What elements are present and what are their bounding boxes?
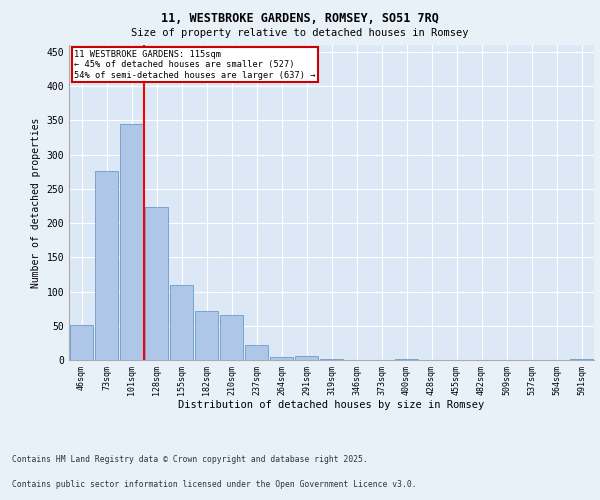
Text: Size of property relative to detached houses in Romsey: Size of property relative to detached ho…	[131, 28, 469, 38]
Bar	[570, 358, 593, 360]
Bar	[270, 356, 293, 360]
Bar	[70, 325, 93, 360]
Bar	[195, 310, 218, 360]
Bar	[120, 124, 143, 360]
Text: 11 WESTBROKE GARDENS: 115sqm
← 45% of detached houses are smaller (527)
54% of s: 11 WESTBROKE GARDENS: 115sqm ← 45% of de…	[74, 50, 316, 80]
Bar	[170, 284, 193, 360]
Text: Contains HM Land Registry data © Crown copyright and database right 2025.: Contains HM Land Registry data © Crown c…	[12, 455, 368, 464]
X-axis label: Distribution of detached houses by size in Romsey: Distribution of detached houses by size …	[178, 400, 485, 410]
Bar	[295, 356, 318, 360]
Bar	[245, 345, 268, 360]
Text: 11, WESTBROKE GARDENS, ROMSEY, SO51 7RQ: 11, WESTBROKE GARDENS, ROMSEY, SO51 7RQ	[161, 12, 439, 26]
Y-axis label: Number of detached properties: Number of detached properties	[31, 118, 41, 288]
Bar	[95, 171, 118, 360]
Bar	[220, 316, 243, 360]
Text: Contains public sector information licensed under the Open Government Licence v3: Contains public sector information licen…	[12, 480, 416, 489]
Bar	[145, 206, 168, 360]
